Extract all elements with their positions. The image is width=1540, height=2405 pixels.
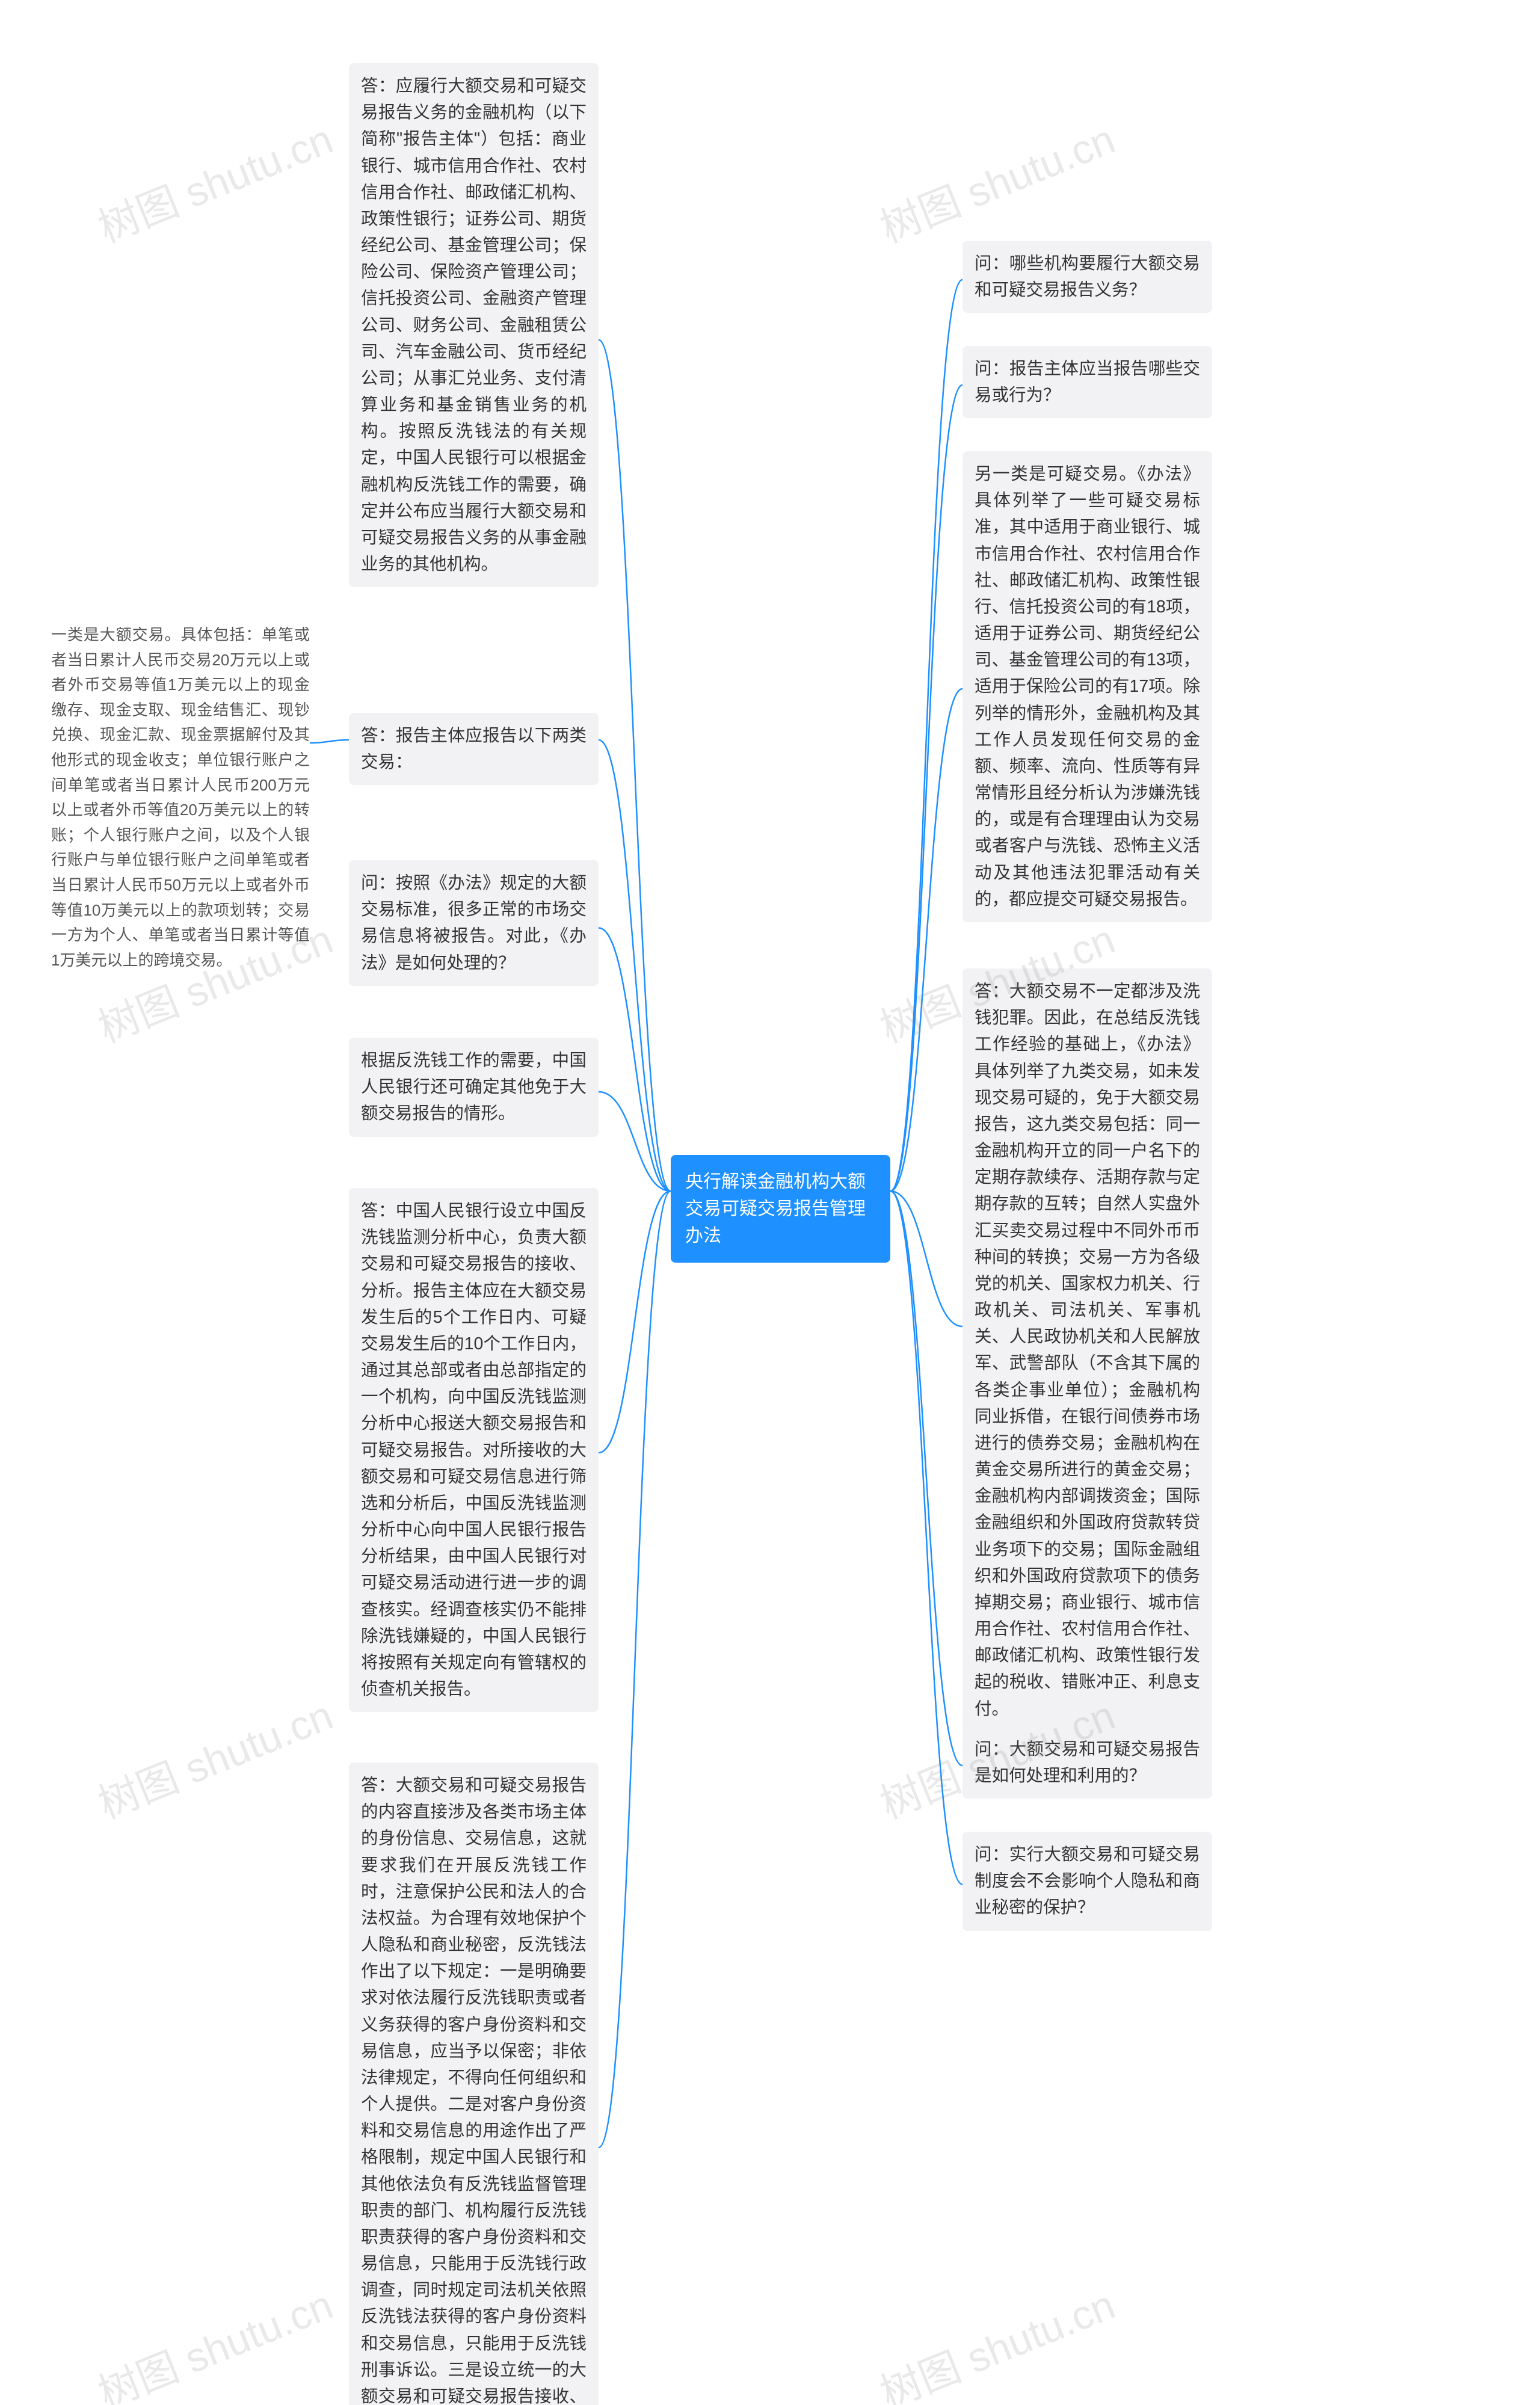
- watermark: 树图 shutu.cn: [88, 2271, 340, 2405]
- center-node: 央行解读金融机构大额交易可疑交易报告管理办法: [671, 1155, 890, 1263]
- left-node-l1: 答：应履行大额交易和可疑交易报告义务的金融机构（以下简称"报告主体"）包括：商业…: [349, 63, 599, 587]
- right-node-r4: 答：大额交易不一定都涉及洗钱犯罪。因此，在总结反洗钱工作经验的基础上，《办法》具…: [962, 968, 1212, 1732]
- left-node-l6: 答：大额交易和可疑交易报告的内容直接涉及各类市场主体的身份信息、交易信息，这就要…: [349, 1763, 599, 2405]
- left-node-l2: 答：报告主体应报告以下两类交易：: [349, 713, 599, 785]
- watermark: 树图 shutu.cn: [88, 1682, 340, 1830]
- watermark: 树图 shutu.cn: [870, 2271, 1122, 2405]
- right-node-r2: 问：报告主体应当报告哪些交易或行为？: [962, 346, 1212, 418]
- left-leaf-node: 一类是大额交易。具体包括：单笔或者当日累计人民币交易20万元以上或者外币交易等值…: [51, 623, 310, 973]
- right-node-r5: 问：大额交易和可疑交易报告是如何处理和利用的？: [962, 1726, 1212, 1799]
- right-node-r1: 问：哪些机构要履行大额交易和可疑交易报告义务？: [962, 241, 1212, 313]
- left-node-l4: 根据反洗钱工作的需要，中国人民银行还可确定其他免于大额交易报告的情形。: [349, 1038, 599, 1137]
- left-node-l3: 问：按照《办法》规定的大额交易标准，很多正常的市场交易信息将被报告。对此，《办法…: [349, 860, 599, 986]
- left-node-l5: 答：中国人民银行设立中国反洗钱监测分析中心，负责大额交易和可疑交易报告的接收、分…: [349, 1188, 599, 1712]
- right-node-r6: 问：实行大额交易和可疑交易制度会不会影响个人隐私和商业秘密的保护？: [962, 1832, 1212, 1931]
- watermark: 树图 shutu.cn: [88, 106, 340, 254]
- right-node-r3: 另一类是可疑交易。《办法》具体列举了一些可疑交易标准，其中适用于商业银行、城市信…: [962, 451, 1212, 922]
- watermark: 树图 shutu.cn: [870, 106, 1122, 254]
